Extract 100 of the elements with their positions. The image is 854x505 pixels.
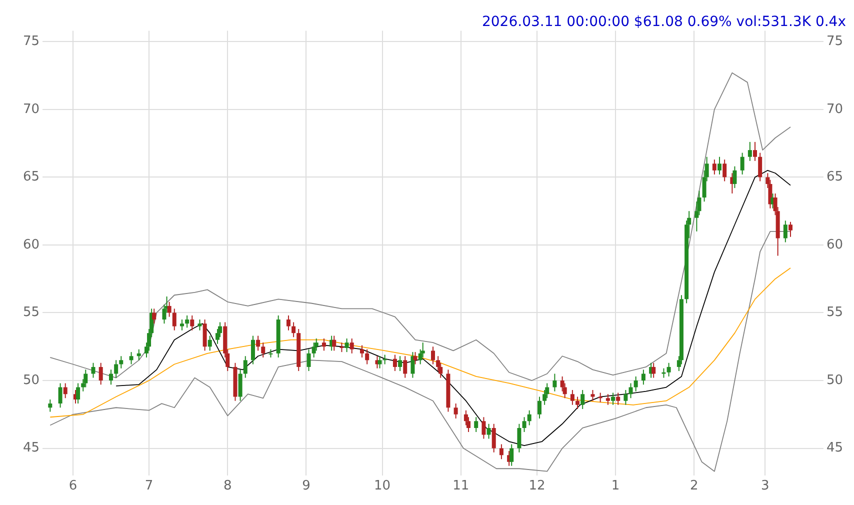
- candlestick: [322, 338, 326, 352]
- candlestick: [748, 141, 752, 162]
- candlestick: [360, 344, 364, 358]
- candlestick: [527, 410, 532, 426]
- candlestick: [552, 373, 557, 392]
- candlestick: [474, 416, 478, 433]
- candlestick: [732, 166, 737, 189]
- y2-tick-label: 75: [826, 34, 844, 50]
- candlestick: [286, 314, 290, 331]
- candlestick: [431, 346, 435, 365]
- candlestick: [243, 356, 248, 378]
- candlestick: [492, 423, 496, 453]
- candlestick: [332, 335, 336, 352]
- y-tick-label: 45: [22, 440, 40, 456]
- candlestick: [202, 319, 207, 352]
- candlestick: [788, 221, 792, 238]
- candlestick: [344, 338, 349, 353]
- candlestick: [261, 342, 266, 358]
- x-tick-label: 9: [302, 478, 310, 494]
- y2-tick-label: 45: [826, 440, 844, 456]
- candlestick: [641, 369, 646, 386]
- x-tick-label: 7: [144, 478, 154, 494]
- candlestick: [722, 159, 727, 182]
- candlestick: [58, 382, 62, 408]
- candlestick: [76, 382, 80, 404]
- candlestick: [185, 314, 190, 328]
- candlestick: [84, 369, 88, 388]
- candlestick: [580, 390, 585, 410]
- candlestick: [129, 352, 134, 365]
- candlestick: [350, 338, 354, 354]
- candlestick: [208, 335, 212, 352]
- candlestick: [403, 356, 408, 378]
- candlestick: [758, 152, 762, 182]
- candlestick: [628, 382, 633, 399]
- candlestick: [590, 390, 595, 402]
- candlestick: [537, 396, 542, 419]
- x-tick-label: 6: [68, 478, 78, 494]
- candlestick: [606, 394, 610, 406]
- y-tick-label: 50: [22, 372, 40, 388]
- candlestick: [517, 423, 522, 453]
- candlestick: [250, 335, 255, 365]
- candlestick: [666, 362, 671, 377]
- candlestick: [510, 444, 514, 466]
- candlestick: [365, 348, 370, 365]
- y2-tick-label: 55: [826, 305, 844, 320]
- candlestick: [114, 360, 118, 378]
- candlestick: [413, 352, 418, 365]
- y-tick-label: 55: [22, 305, 40, 320]
- x-tick-label: 10: [374, 478, 391, 494]
- candlestick: [718, 156, 722, 175]
- candlestick: [119, 356, 124, 369]
- candlestick: [136, 348, 141, 361]
- candlestick: [652, 362, 656, 378]
- candlestick: [611, 392, 616, 406]
- y-tick-label: 60: [22, 237, 40, 252]
- candlestick: [63, 382, 68, 399]
- candlestick: [256, 335, 260, 352]
- candlestick: [312, 342, 316, 358]
- candlestick: [753, 141, 757, 162]
- chart-title: 2026.03.11 00:00:00 $61.08 0.69% vol:531.3K 0.4x: [482, 14, 846, 30]
- candlestick: [576, 396, 580, 410]
- candlestick: [740, 152, 744, 175]
- x-tick-label: 11: [452, 478, 470, 494]
- candlestick: [98, 362, 103, 386]
- candlestick: [486, 423, 491, 440]
- x-tick-label: 12: [528, 478, 546, 494]
- x-tick-label: 1: [611, 478, 620, 494]
- candlestick: [152, 308, 156, 324]
- candlestick: [378, 356, 382, 369]
- candlestick: [190, 314, 194, 331]
- candlestick: [292, 322, 296, 338]
- candlestick: [410, 352, 415, 378]
- y2-tick-label: 70: [826, 102, 844, 117]
- x-tick-label: 3: [761, 478, 770, 494]
- candlestick: [398, 356, 402, 372]
- y-tick-label: 65: [22, 170, 40, 185]
- candlestick: [48, 398, 52, 412]
- x-tick-label: 2: [690, 478, 698, 494]
- candlestick: [109, 369, 113, 386]
- candlestick: [712, 159, 716, 175]
- y-tick-label: 75: [22, 34, 40, 50]
- candlestick: [392, 354, 397, 372]
- candlestick: [634, 376, 638, 392]
- candlestick: [198, 319, 202, 331]
- candlestick: [340, 342, 344, 353]
- candlestick: [499, 444, 504, 460]
- x-tick-label: 8: [223, 478, 232, 494]
- candlestick: [570, 390, 574, 406]
- candlestick: [616, 392, 620, 406]
- candlestick: [180, 319, 184, 331]
- candlestick: [238, 369, 242, 402]
- y2-tick-label: 65: [826, 170, 844, 185]
- candlestick: [91, 362, 96, 378]
- y2-tick-label: 50: [826, 372, 844, 388]
- candlestick: [482, 416, 486, 440]
- y-tick-label: 70: [22, 102, 40, 117]
- candlestick: [783, 220, 788, 243]
- candlestick: [454, 403, 458, 419]
- candlestick: [167, 301, 172, 318]
- candlestick: [624, 390, 628, 406]
